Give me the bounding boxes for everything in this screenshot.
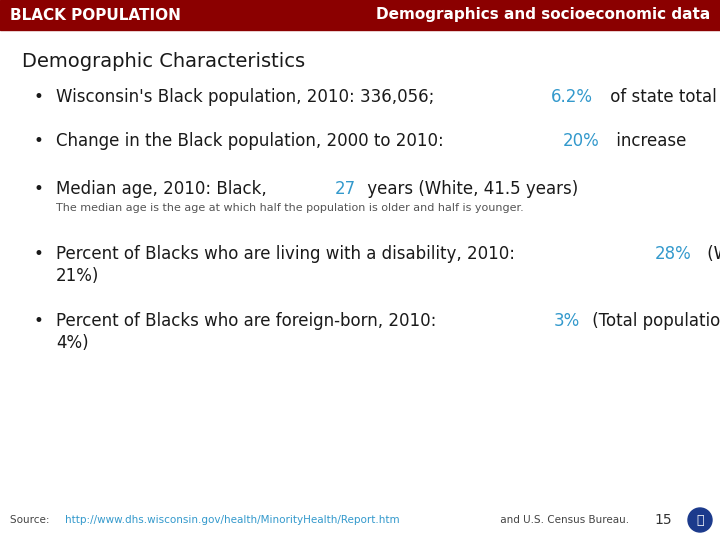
Text: Demographics and socioeconomic data: Demographics and socioeconomic data xyxy=(376,8,710,23)
Text: years (White, 41.5 years): years (White, 41.5 years) xyxy=(362,180,578,198)
Text: •: • xyxy=(34,132,44,150)
Text: Wisconsin's Black population, 2010: 336,056;: Wisconsin's Black population, 2010: 336,… xyxy=(56,88,440,106)
Text: 4%): 4%) xyxy=(56,334,89,352)
Text: The median age is the age at which half the population is older and half is youn: The median age is the age at which half … xyxy=(56,204,523,213)
Circle shape xyxy=(688,508,712,532)
Text: (Total population,: (Total population, xyxy=(588,312,720,330)
Text: Demographic Characteristics: Demographic Characteristics xyxy=(22,52,305,71)
Text: Percent of Blacks who are foreign-born, 2010:: Percent of Blacks who are foreign-born, … xyxy=(56,312,441,330)
Text: •: • xyxy=(34,245,44,263)
Text: Percent of Blacks who are living with a disability, 2010:: Percent of Blacks who are living with a … xyxy=(56,245,521,263)
Text: 15: 15 xyxy=(654,513,672,527)
Text: (White,: (White, xyxy=(703,245,720,263)
Text: 🚶: 🚶 xyxy=(696,514,703,526)
Text: increase: increase xyxy=(611,132,686,150)
Text: 20%: 20% xyxy=(563,132,600,150)
Text: 21%): 21%) xyxy=(56,267,99,285)
Text: 3%: 3% xyxy=(554,312,580,330)
Text: 6.2%: 6.2% xyxy=(551,88,593,106)
Text: and U.S. Census Bureau.: and U.S. Census Bureau. xyxy=(497,515,629,525)
Text: 28%: 28% xyxy=(655,245,692,263)
Text: of state total: of state total xyxy=(606,88,717,106)
Text: http://www.dhs.wisconsin.gov/health/MinorityHealth/Report.htm: http://www.dhs.wisconsin.gov/health/Mino… xyxy=(66,515,400,525)
Bar xyxy=(0,0,720,30)
Text: •: • xyxy=(34,312,44,330)
Text: Change in the Black population, 2000 to 2010:: Change in the Black population, 2000 to … xyxy=(56,132,449,150)
Text: BLACK POPULATION: BLACK POPULATION xyxy=(10,8,181,23)
Text: Source:: Source: xyxy=(10,515,53,525)
Text: •: • xyxy=(34,180,44,198)
Text: Median age, 2010: Black,: Median age, 2010: Black, xyxy=(56,180,272,198)
Text: 27: 27 xyxy=(335,180,356,198)
Text: •: • xyxy=(34,88,44,106)
